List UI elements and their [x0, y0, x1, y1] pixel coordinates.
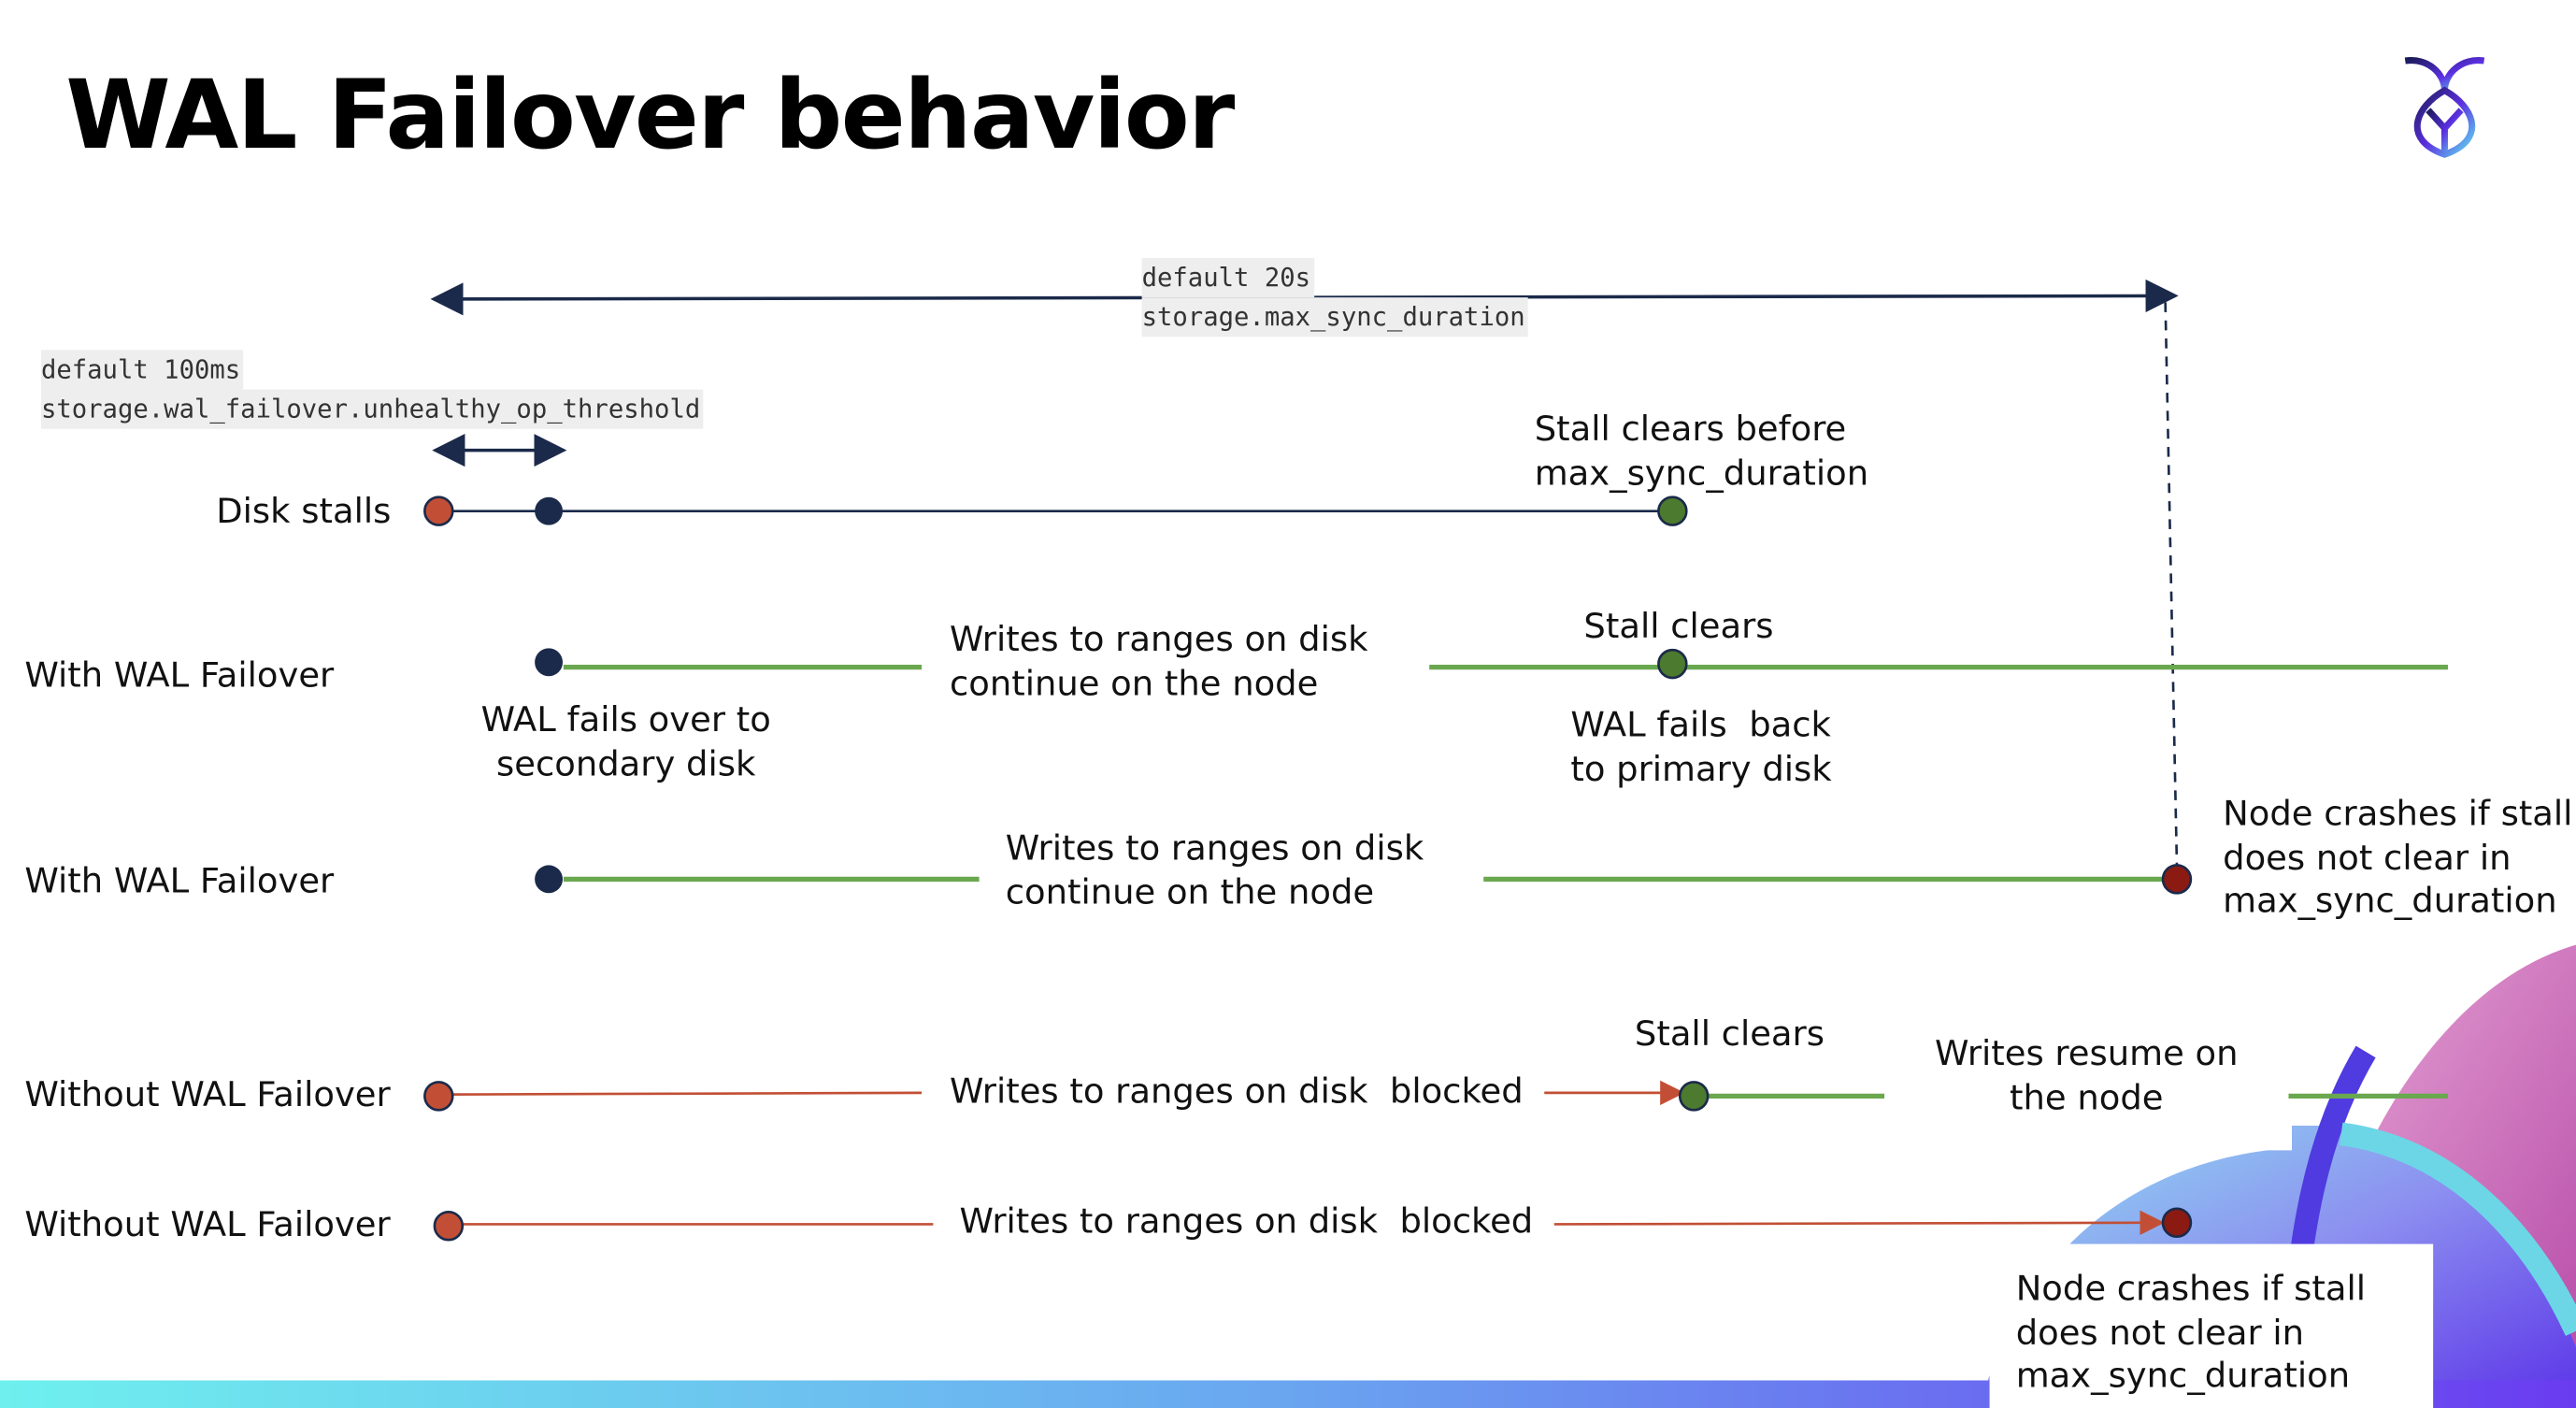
node-crash-note: Node crashes if stall does not clear in ma… [2016, 1267, 2366, 1398]
page-title: WAL Failover behavior [65, 59, 1235, 171]
note-line: max_sync_duration [2223, 881, 2557, 921]
node-crash-dot [2161, 864, 2193, 895]
unhealthy-threshold-setting-label: default 100ms storage.wal_failover.unhea… [40, 350, 704, 429]
writes-blocked-arrow [1553, 1210, 2165, 1235]
writes-blocked-note: Writes to ranges on disk blocked [959, 1200, 1534, 1242]
writes-blocked-note: Writes to ranges on disk blocked [949, 1071, 1524, 1112]
logo-icon [2404, 57, 2485, 158]
note-line: Writes to ranges on disk [1005, 827, 1424, 869]
note-line: Node crashes if stall [2015, 1268, 2366, 1309]
stall-start-dot [433, 1210, 465, 1242]
failover-dot [535, 648, 564, 677]
wal-fails-over-note: WAL fails over to secondary disk [462, 698, 791, 785]
row-label-with-wal-failover: With WAL Failover [24, 655, 335, 696]
setting-name: storage.max_sync_duration [1141, 297, 1529, 338]
stall-clears-note: Stall clears [1634, 1013, 1825, 1054]
note-line: Writes resume on [1935, 1033, 2239, 1073]
writes-blocked-line [451, 1091, 923, 1096]
max-sync-dashed-line [2164, 302, 2179, 865]
note-line: max_sync_duration [1534, 453, 1869, 493]
stall-clears-before-note: Stall clears before max_sync_duration [1535, 408, 1868, 495]
writes-continue-note: Writes to ranges on disk continue on the … [950, 618, 1368, 705]
note-line: does not clear in [2223, 837, 2512, 877]
note-line: continue on the node [949, 663, 1319, 703]
note-line: secondary disk [496, 743, 756, 783]
note-line: the node [2010, 1077, 2164, 1117]
writes-resume-note: Writes resume on the node [1906, 1032, 2268, 1119]
setting-name: storage.wal_failover.unhealthy_op_thresh… [40, 389, 704, 429]
crash-note-box [1989, 1243, 2434, 1408]
row-label-disk-stalls: Disk stalls [216, 491, 392, 531]
stall-clears-note: Stall clears [1583, 606, 1774, 646]
note-line: Node crashes if stall [2223, 793, 2573, 834]
row-label-without-wal-failover: Without WAL Failover [24, 1074, 391, 1114]
stall-start-dot [423, 496, 454, 526]
note-line: WAL fails back [1570, 705, 1831, 745]
writes-continue-note: Writes to ranges on disk continue on the … [1006, 826, 1424, 913]
setting-default: default 20s [1141, 257, 1314, 298]
note-line: does not clear in [2015, 1312, 2305, 1352]
row-label-with-wal-failover: With WAL Failover [24, 861, 335, 901]
note-line: WAL fails over to [480, 699, 771, 740]
note-line: Writes to ranges on disk [949, 619, 1368, 659]
note-line: Stall clears before [1534, 409, 1847, 449]
stall-clear-dot [1657, 496, 1688, 526]
note-line: to primary disk [1570, 748, 1832, 788]
setting-default: default 100ms [40, 350, 244, 390]
stall-clear-dot [1657, 648, 1688, 680]
threshold-dot [535, 496, 564, 525]
stall-clear-dot [1678, 1081, 1710, 1112]
wal-fails-back-note: WAL fails back to primary disk [1570, 703, 1831, 790]
node-crash-dot [2161, 1207, 2193, 1238]
row-label-without-wal-failover: Without WAL Failover [24, 1204, 391, 1244]
max-sync-setting-label: default 20s storage.max_sync_duration [1141, 257, 1529, 338]
stall-start-dot [423, 1081, 454, 1112]
failover-dot [535, 865, 564, 894]
note-line: max_sync_duration [2015, 1356, 2351, 1396]
note-line: continue on the node [1005, 871, 1375, 912]
node-crash-note: Node crashes if stall does not clear in ma… [2223, 792, 2572, 923]
